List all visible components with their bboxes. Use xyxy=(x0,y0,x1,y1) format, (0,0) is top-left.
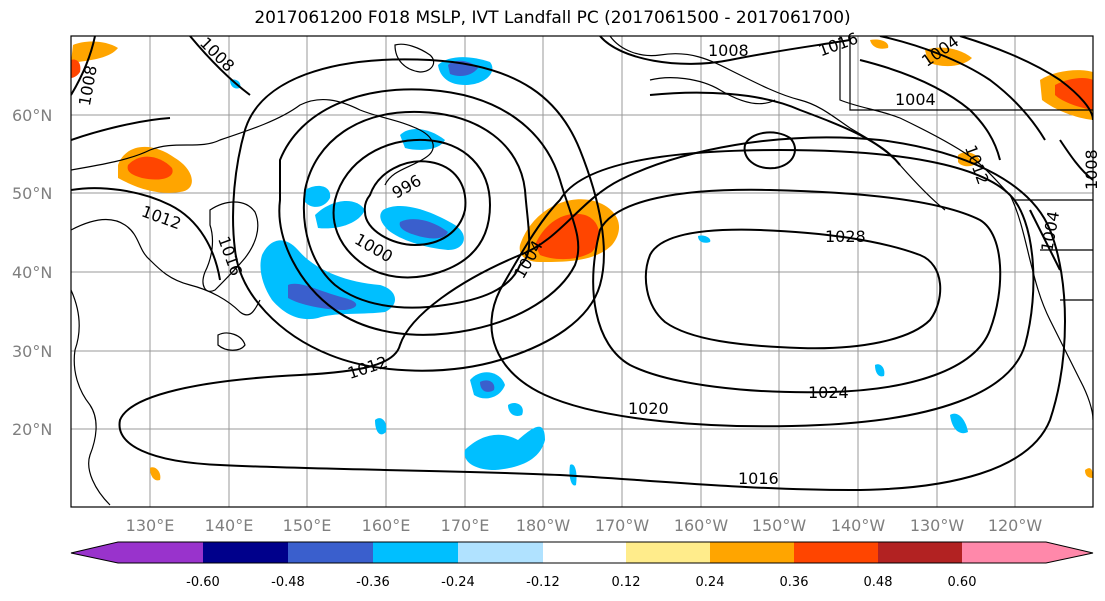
isobar-label: 1016 xyxy=(738,469,779,488)
lon-label: 160°E xyxy=(362,516,411,535)
colorbar-tick: 0.24 xyxy=(696,575,725,590)
colorbar-tick: -0.48 xyxy=(271,575,305,590)
ivt-positive-shading xyxy=(71,39,1093,481)
map-frame xyxy=(70,35,1094,508)
colorbar-tick: -0.36 xyxy=(356,575,390,590)
longitude-labels: 130°E 140°E 150°E 160°E 170°E 180°W 170°… xyxy=(126,516,1043,535)
lon-label: 120°W xyxy=(988,516,1043,535)
coastlines xyxy=(71,36,1093,506)
colorbar-bin xyxy=(710,542,794,563)
colorbar-tick: -0.12 xyxy=(526,575,560,590)
isobar-labels: 1008 1008 1008 1008 1012 1016 996 1000 1… xyxy=(75,29,1101,488)
lon-label: 160°W xyxy=(674,516,729,535)
colorbar-bin xyxy=(878,542,962,563)
colorbar-tick: 0.36 xyxy=(780,575,809,590)
latitude-labels: 60°N 50°N 40°N 30°N 20°N xyxy=(12,106,52,439)
lon-label: 170°W xyxy=(595,516,650,535)
lon-label: 130°W xyxy=(910,516,965,535)
colorbar-extend-right xyxy=(1046,542,1093,563)
map-title: 2017061200 F018 MSLP, IVT Landfall PC (2… xyxy=(254,8,851,28)
colorbar-tick: 0.12 xyxy=(612,575,641,590)
mslp-contours xyxy=(71,36,1093,492)
lon-label: 130°E xyxy=(126,516,175,535)
lon-label: 170°E xyxy=(441,516,490,535)
isobar-label: 1008 xyxy=(1082,149,1101,190)
lon-label: 140°W xyxy=(831,516,886,535)
colorbar-tick: -0.24 xyxy=(441,575,475,590)
lat-label: 60°N xyxy=(12,106,52,125)
colorbar-bin xyxy=(203,542,288,563)
isobar-label: 1004 xyxy=(895,90,936,109)
colorbar-extend-left xyxy=(71,542,118,563)
colorbar-bin xyxy=(626,542,710,563)
colorbar-tick: 0.60 xyxy=(948,575,977,590)
colorbar-bin xyxy=(373,542,458,563)
isobar-label: 1020 xyxy=(628,399,669,418)
lat-label: 20°N xyxy=(12,420,52,439)
colorbar-outline xyxy=(70,541,1094,564)
colorbar-bin xyxy=(962,542,1046,563)
colorbar-bin xyxy=(794,542,878,563)
colorbar-tick: 0.48 xyxy=(864,575,893,590)
colorbar-bin xyxy=(543,542,626,563)
colorbar-bin xyxy=(458,542,543,563)
isobar-label: 1024 xyxy=(808,383,849,402)
colorbar xyxy=(70,541,1094,564)
colorbar-bin xyxy=(288,542,373,563)
lat-label: 50°N xyxy=(12,184,52,203)
lon-label: 180°W xyxy=(516,516,571,535)
colorbar-bin xyxy=(118,542,203,563)
lat-label: 40°N xyxy=(12,263,52,282)
isobar-label: 1008 xyxy=(708,41,749,60)
lat-label: 30°N xyxy=(12,342,52,361)
isobar-label: 1028 xyxy=(825,227,866,246)
lon-label: 140°E xyxy=(205,516,254,535)
lon-label: 150°E xyxy=(283,516,332,535)
colorbar-tick-labels: -0.60 -0.48 -0.36 -0.24 -0.12 0.12 0.24 … xyxy=(186,575,976,590)
lon-label: 150°W xyxy=(752,516,807,535)
colorbar-tick: -0.60 xyxy=(186,575,220,590)
